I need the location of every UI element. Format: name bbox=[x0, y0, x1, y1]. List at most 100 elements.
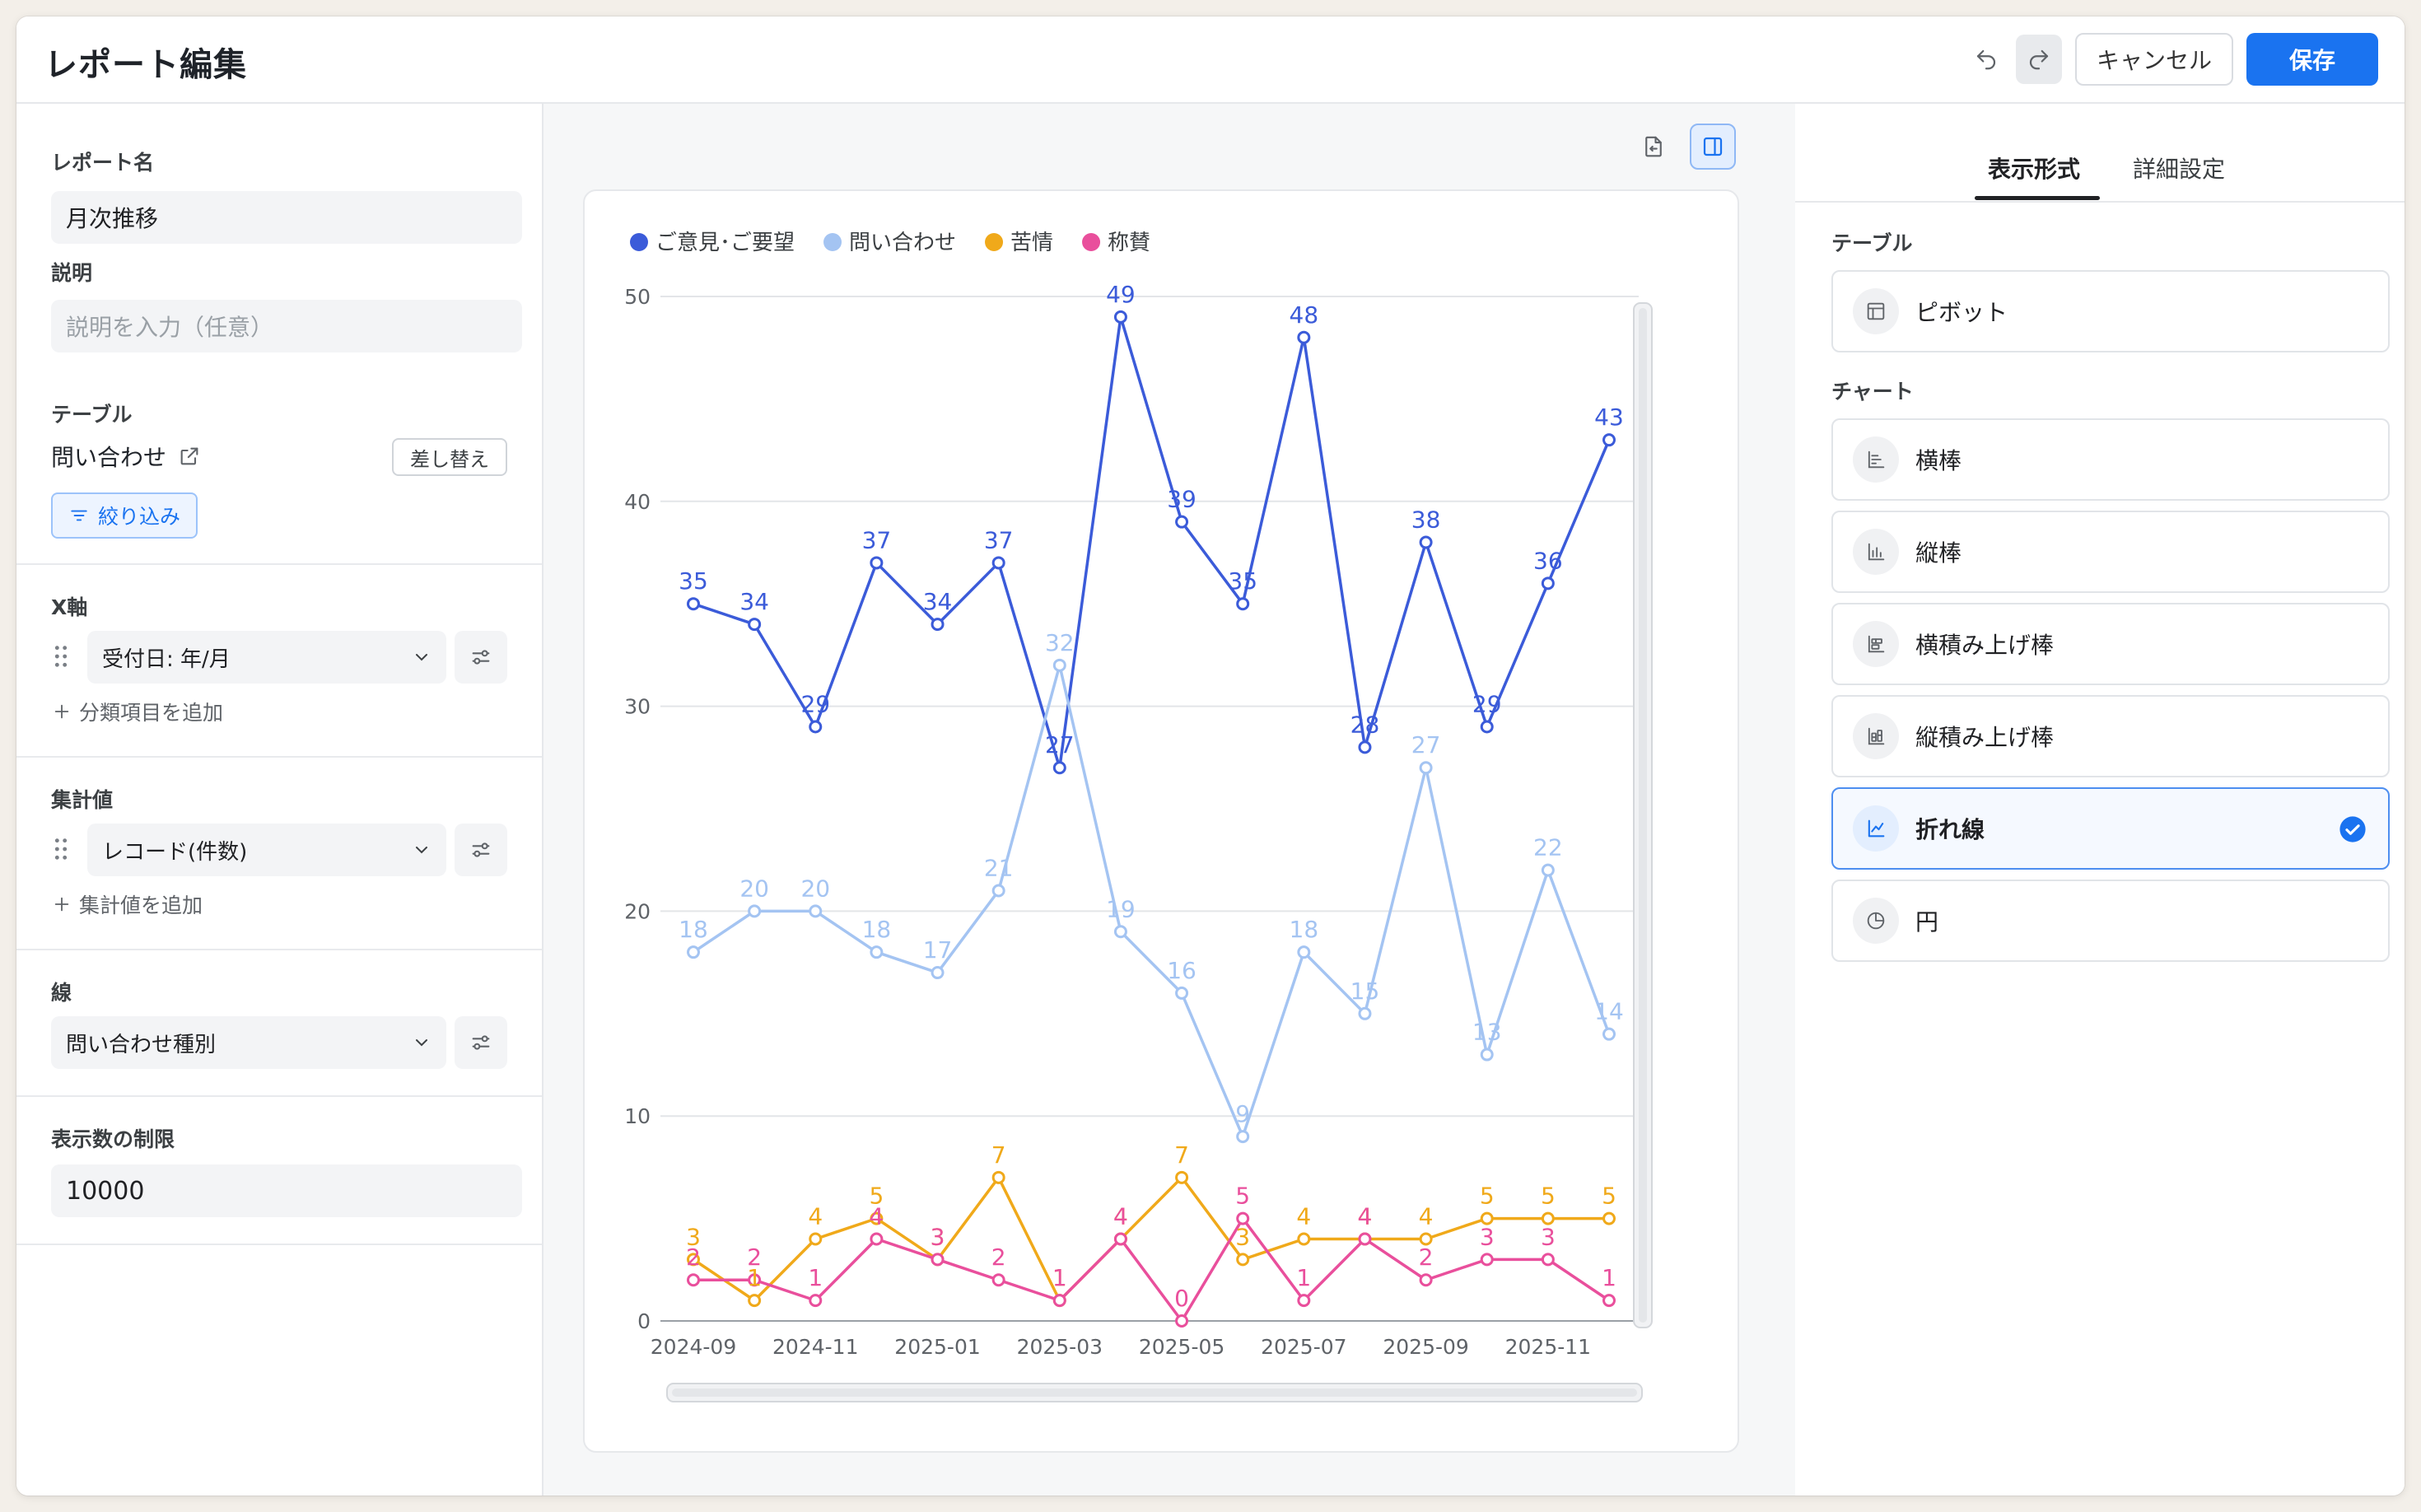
legend-item[interactable]: 苦情 bbox=[985, 231, 1053, 255]
legend-item[interactable]: ご意見･ご要望 bbox=[630, 231, 795, 255]
data-point[interactable] bbox=[1113, 310, 1127, 324]
data-point[interactable] bbox=[991, 556, 1005, 570]
data-point[interactable] bbox=[809, 1232, 823, 1246]
data-point[interactable] bbox=[1541, 863, 1555, 877]
legend-item[interactable]: 問い合わせ bbox=[823, 231, 956, 255]
data-point[interactable] bbox=[1419, 1273, 1433, 1287]
data-point[interactable] bbox=[1297, 945, 1311, 959]
data-point[interactable] bbox=[1358, 740, 1372, 754]
drag-handle-icon[interactable] bbox=[53, 644, 69, 669]
data-point[interactable] bbox=[809, 720, 823, 734]
undo-button[interactable] bbox=[1963, 35, 2009, 84]
data-point[interactable] bbox=[1358, 1232, 1372, 1246]
cancel-button[interactable]: キャンセル bbox=[2075, 33, 2233, 86]
data-point[interactable] bbox=[687, 1253, 700, 1267]
data-point[interactable] bbox=[1541, 1211, 1555, 1225]
data-point[interactable] bbox=[748, 1294, 762, 1308]
line-select[interactable]: 問い合わせ種別 bbox=[51, 1016, 446, 1069]
type-stacked-vertical-bar[interactable]: 縦積み上げ棒 bbox=[1831, 695, 2390, 777]
type-vertical-bar[interactable]: 縦棒 bbox=[1831, 511, 2390, 593]
aggregate-select[interactable]: レコード(件数) bbox=[87, 824, 446, 876]
add-aggregate-button[interactable]: 集計値を追加 bbox=[53, 889, 203, 919]
type-stacked-horizontal-bar[interactable]: 横積み上げ棒 bbox=[1831, 603, 2390, 685]
data-point[interactable] bbox=[1480, 1253, 1494, 1267]
data-point[interactable] bbox=[1052, 761, 1066, 775]
type-horizontal-bar[interactable]: 横棒 bbox=[1831, 418, 2390, 501]
data-point[interactable] bbox=[1175, 1170, 1189, 1184]
limit-input[interactable]: 10000 bbox=[51, 1164, 522, 1217]
data-point[interactable] bbox=[748, 618, 762, 632]
export-button[interactable] bbox=[1630, 124, 1677, 170]
vertical-scroll-thumb[interactable] bbox=[1639, 308, 1647, 1323]
data-point[interactable] bbox=[1113, 1232, 1127, 1246]
tab-advanced-settings[interactable]: 詳細設定 bbox=[2133, 156, 2226, 183]
data-point[interactable] bbox=[687, 1273, 700, 1287]
data-label: 37 bbox=[862, 526, 892, 553]
data-point[interactable] bbox=[1236, 597, 1250, 611]
data-point[interactable] bbox=[1052, 1294, 1066, 1308]
data-point[interactable] bbox=[748, 1273, 762, 1287]
data-point[interactable] bbox=[687, 945, 700, 959]
xaxis-options-button[interactable] bbox=[455, 631, 507, 684]
data-point[interactable] bbox=[1480, 1048, 1494, 1062]
data-point[interactable] bbox=[1358, 1006, 1372, 1020]
data-point[interactable] bbox=[809, 1294, 823, 1308]
data-point[interactable] bbox=[870, 945, 884, 959]
data-point[interactable] bbox=[991, 884, 1005, 898]
data-point[interactable] bbox=[870, 1211, 884, 1225]
data-point[interactable] bbox=[870, 556, 884, 570]
table-name-link[interactable]: 問い合わせ bbox=[51, 440, 201, 473]
data-point[interactable] bbox=[1419, 761, 1433, 775]
data-point[interactable] bbox=[1113, 925, 1127, 939]
data-point[interactable] bbox=[1419, 1232, 1433, 1246]
data-point[interactable] bbox=[931, 618, 945, 632]
type-pie[interactable]: 円 bbox=[1831, 880, 2390, 962]
data-point[interactable] bbox=[1297, 1294, 1311, 1308]
drag-handle-icon[interactable] bbox=[53, 837, 69, 861]
line-options-button[interactable] bbox=[455, 1016, 507, 1069]
redo-button[interactable] bbox=[2016, 35, 2062, 84]
data-point[interactable] bbox=[1297, 1232, 1311, 1246]
legend-item[interactable]: 称賛 bbox=[1082, 231, 1150, 255]
data-point[interactable] bbox=[1236, 1253, 1250, 1267]
type-line[interactable]: 折れ線 bbox=[1831, 787, 2390, 870]
data-point[interactable] bbox=[1419, 535, 1433, 549]
data-point[interactable] bbox=[870, 1232, 884, 1246]
replace-table-button[interactable]: 差し替え bbox=[392, 438, 507, 476]
data-point[interactable] bbox=[991, 1170, 1005, 1184]
description-input[interactable]: 説明を入力（任意） bbox=[51, 300, 522, 352]
data-point[interactable] bbox=[1602, 1027, 1616, 1041]
data-point[interactable] bbox=[1602, 433, 1616, 447]
data-point[interactable] bbox=[1541, 576, 1555, 590]
format-panel: 表示形式 詳細設定 テーブル ピボット チャート 横棒 縦棒 bbox=[1795, 104, 2405, 1496]
horizontal-scroll-thumb[interactable] bbox=[672, 1388, 1637, 1397]
add-category-button[interactable]: 分類項目を追加 bbox=[53, 697, 223, 726]
xaxis-select[interactable]: 受付日: 年/月 bbox=[87, 631, 446, 684]
data-point[interactable] bbox=[1297, 330, 1311, 344]
data-point[interactable] bbox=[1602, 1294, 1616, 1308]
toggle-panel-button[interactable] bbox=[1690, 124, 1736, 170]
aggregate-options-button[interactable] bbox=[455, 824, 507, 876]
data-point[interactable] bbox=[991, 1273, 1005, 1287]
data-point[interactable] bbox=[1175, 986, 1189, 1000]
save-button[interactable]: 保存 bbox=[2246, 33, 2378, 86]
report-name-input[interactable]: 月次推移 bbox=[51, 191, 522, 244]
data-point[interactable] bbox=[1052, 658, 1066, 672]
data-point[interactable] bbox=[1541, 1253, 1555, 1267]
data-point[interactable] bbox=[687, 597, 700, 611]
data-point[interactable] bbox=[809, 904, 823, 918]
data-point[interactable] bbox=[931, 1253, 945, 1267]
filter-button[interactable]: 絞り込み bbox=[51, 492, 198, 539]
data-point[interactable] bbox=[1236, 1130, 1250, 1144]
data-point[interactable] bbox=[1175, 1314, 1189, 1328]
data-point[interactable] bbox=[748, 904, 762, 918]
tab-display-format[interactable]: 表示形式 bbox=[1988, 156, 2081, 183]
data-point[interactable] bbox=[1602, 1211, 1616, 1225]
data-point[interactable] bbox=[1480, 1211, 1494, 1225]
data-point[interactable] bbox=[1236, 1211, 1250, 1225]
data-label: 17 bbox=[923, 936, 953, 964]
data-point[interactable] bbox=[931, 966, 945, 980]
type-pivot[interactable]: ピボット bbox=[1831, 270, 2390, 352]
data-point[interactable] bbox=[1175, 515, 1189, 529]
data-point[interactable] bbox=[1480, 720, 1494, 734]
